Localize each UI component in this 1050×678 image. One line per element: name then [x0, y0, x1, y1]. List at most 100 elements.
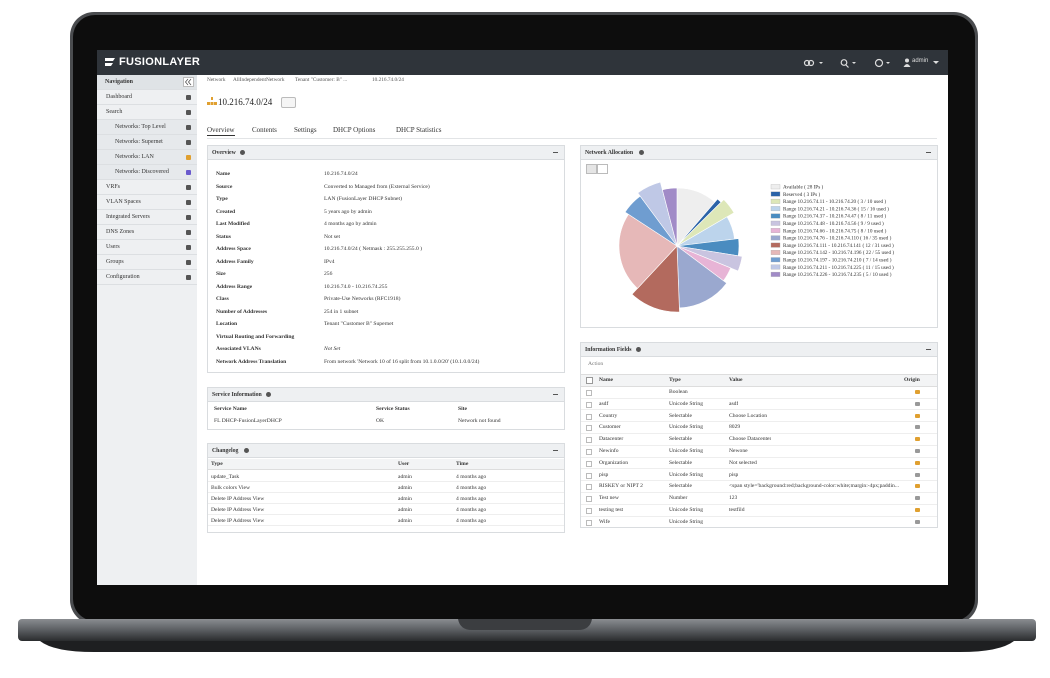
table-cell: Country — [599, 412, 618, 419]
nav-item[interactable]: VRFs — [97, 180, 197, 195]
select-all-checkbox[interactable] — [586, 377, 593, 384]
legend-label: Reserved ( 3 IPs ) — [783, 191, 820, 198]
pie-chart: Available ( 28 IPs )Reserved ( 3 IPs ) Ra… — [618, 181, 894, 313]
nav-icon-shape — [186, 140, 191, 145]
table-cell: admin — [398, 518, 412, 524]
panel-title: Overview — [212, 149, 236, 156]
row-divider — [581, 421, 937, 423]
table-cell: FL DHCP-FusionLayerDHCP — [214, 418, 282, 424]
legend-label: Range 10.216.74.48 - 10.216.74.56 ( 9 / … — [783, 220, 884, 227]
nav-item[interactable]: Search — [97, 105, 197, 120]
row-checkbox[interactable] — [586, 437, 592, 444]
nav-item[interactable]: Networks: Top Level — [97, 120, 197, 135]
column-header: Site — [458, 406, 468, 412]
field-label: Virtual Routing and Forwarding — [216, 333, 295, 340]
nav-icon — [186, 260, 191, 265]
breadcrumb-item[interactable]: AllIndependentNetwork — [233, 77, 285, 83]
help-icon — [636, 346, 641, 352]
collapse-icon[interactable] — [553, 394, 558, 395]
breadcrumb-item[interactable]: Network — [207, 77, 226, 83]
overview-panel: Overview Name 10.216.74.0/24 Source Converte… — [207, 145, 565, 373]
origin-icon — [915, 425, 920, 430]
row-checkbox[interactable] — [586, 390, 592, 396]
tab[interactable]: Contents — [252, 126, 277, 134]
table-cell: 4 months ago — [456, 496, 487, 502]
table-cell: admin — [398, 474, 412, 480]
row-divider — [581, 468, 937, 470]
nav-item[interactable]: Dashboard — [97, 90, 197, 105]
row-checkbox[interactable] — [586, 519, 592, 526]
row-divider — [208, 503, 564, 504]
nav-item[interactable]: VLAN Spaces — [97, 195, 197, 210]
network-icon — [207, 97, 217, 105]
table-cell: Wife — [599, 518, 610, 525]
field-label: Created — [216, 208, 236, 215]
nav-item[interactable]: Users — [97, 240, 197, 255]
row-divider — [208, 481, 564, 482]
origin-icon — [915, 437, 920, 442]
nav-item[interactable]: DNS Zones — [97, 225, 197, 240]
column-header: Type — [211, 461, 223, 467]
action-dropdown[interactable]: Action — [588, 361, 604, 367]
nav-item[interactable]: Groups — [97, 255, 197, 270]
field-value: 256 — [324, 271, 333, 277]
tab[interactable]: Overview — [207, 126, 235, 136]
row-checkbox[interactable] — [586, 413, 592, 420]
origin-icon — [915, 472, 920, 477]
nav-item[interactable]: Networks: LAN — [97, 150, 197, 165]
table-cell: 4 months ago — [456, 485, 487, 491]
collapse-icon[interactable] — [553, 450, 558, 451]
tab[interactable]: Settings — [294, 126, 317, 134]
chart-type-pie[interactable] — [586, 164, 597, 174]
legend-swatch — [770, 264, 781, 270]
chart-type-line[interactable] — [597, 164, 608, 174]
service-panel: Service Information Service Name Service S… — [207, 387, 565, 430]
collapse-button[interactable] — [183, 77, 194, 87]
nav-icon-shape — [186, 125, 191, 130]
panel-title: Changelog — [212, 447, 239, 454]
info-fields-panel: Information Fields Action Name Type Value Ori… — [580, 342, 938, 528]
toolbar-icons[interactable] — [802, 58, 902, 68]
table-cell: Customer — [599, 424, 621, 431]
nav-item[interactable]: Networks: Supernet — [97, 135, 197, 150]
table-cell: 4 months ago — [456, 507, 487, 513]
table-cell: Unicode String — [669, 471, 704, 478]
title-dropdown[interactable] — [281, 97, 296, 108]
origin-icon — [915, 484, 920, 489]
legend-swatch — [770, 257, 781, 263]
tab[interactable]: DHCP Statistics — [396, 126, 442, 134]
row-checkbox[interactable] — [586, 425, 592, 432]
row-checkbox[interactable] — [586, 460, 592, 467]
nav-icon — [186, 140, 191, 145]
legend-label: Range 10.216.74.211 - 10.216.74.225 ( 11… — [783, 264, 894, 271]
row-checkbox[interactable] — [586, 401, 592, 408]
tab[interactable]: DHCP Options — [333, 126, 376, 134]
table-cell: testing test — [599, 507, 624, 513]
legend-label: Available ( 28 IPs ) — [783, 184, 824, 191]
nav-item[interactable]: Networks: Discovered — [97, 165, 197, 180]
field-value: From network 'Network 10 of 16 split fro… — [324, 358, 480, 365]
table-cell: Selectable — [669, 483, 692, 490]
table-cell: Bulk colors View — [211, 485, 251, 491]
field-label: Source — [216, 183, 233, 190]
collapse-icon[interactable] — [553, 152, 558, 153]
brand: FUSIONLAYER — [119, 56, 201, 68]
row-checkbox[interactable] — [586, 449, 592, 455]
row-checkbox[interactable] — [586, 472, 592, 479]
nav-icon-shape — [186, 275, 191, 280]
user-menu[interactable]: admin — [912, 58, 929, 64]
row-checkbox[interactable] — [586, 484, 592, 491]
row-checkbox[interactable] — [586, 496, 592, 503]
breadcrumb-item[interactable]: 10.216.74.0/24 — [372, 77, 404, 83]
table-cell: Newone — [729, 448, 748, 454]
breadcrumb-item[interactable]: Tenant "Customer: B" ... — [295, 77, 348, 83]
collapse-icon[interactable] — [926, 349, 931, 350]
table-cell: Organization — [599, 459, 629, 466]
allocation-panel: Network Allocation Available ( 28 IPs ) Re… — [580, 145, 938, 328]
nav-item[interactable]: Integrated Servers — [97, 210, 197, 225]
collapse-icon[interactable] — [926, 152, 931, 153]
nav-item[interactable]: Configuration — [97, 270, 197, 285]
row-checkbox[interactable] — [586, 508, 592, 514]
table-cell: Delete IP Address View — [211, 496, 265, 502]
